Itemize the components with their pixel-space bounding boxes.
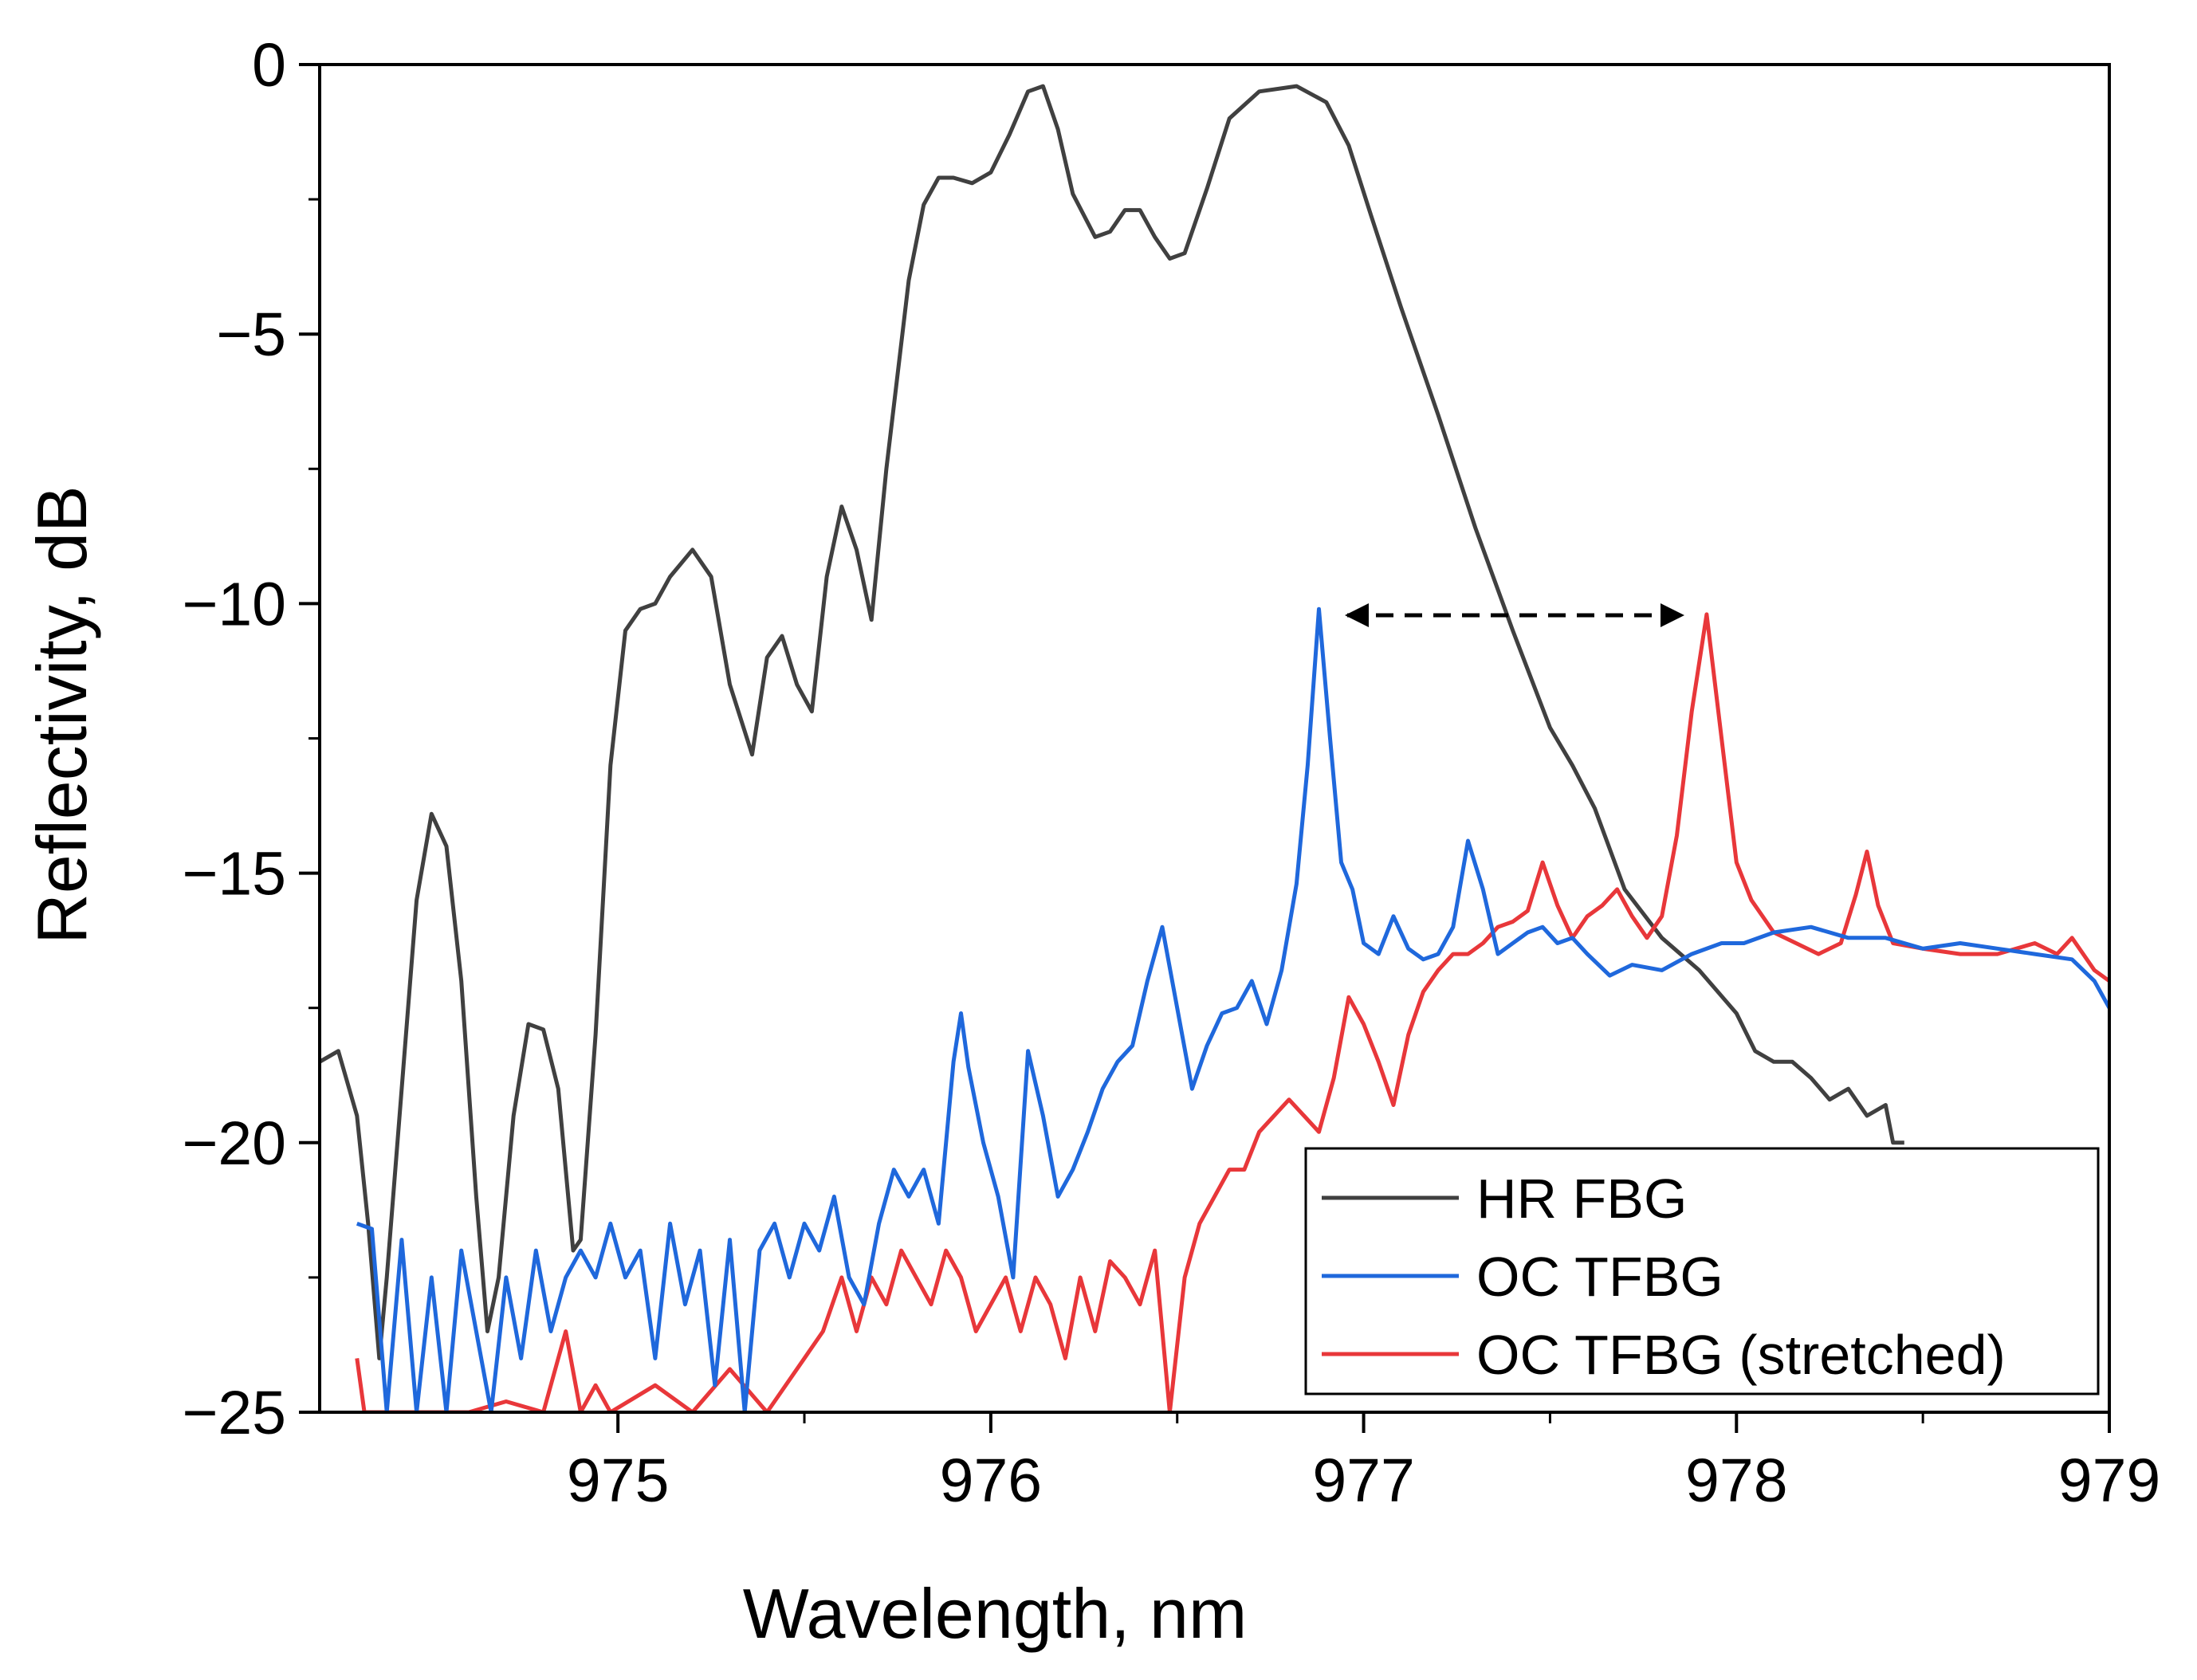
y-tick-label: −15	[182, 840, 286, 909]
legend-label: OC TFBG (stretched)	[1476, 1324, 2006, 1386]
legend-label: OC TFBG	[1476, 1246, 1723, 1308]
y-tick-label: −10	[182, 570, 286, 638]
y-axis-title: Reflectivity, dB	[22, 485, 101, 944]
x-tick-label: 979	[2058, 1446, 2160, 1515]
x-axis-title: Wavelength, nm	[743, 1574, 1248, 1653]
series-line	[356, 606, 2109, 1412]
x-tick-label: 977	[1312, 1446, 1414, 1515]
y-tick-label: 0	[252, 31, 286, 100]
x-tick-label: 976	[940, 1446, 1042, 1515]
legend: HR FBG OC TFBG (stretched) OC TFBG	[1304, 1147, 2100, 1395]
x-tick-label: 975	[567, 1446, 669, 1515]
plot-area	[320, 84, 2109, 1412]
legend-label: HR FBG	[1476, 1168, 1687, 1230]
x-tick-label: 978	[1685, 1446, 1787, 1515]
series-line	[355, 612, 2109, 1412]
y-tick-label: −5	[216, 300, 286, 369]
series-line	[320, 84, 1904, 1360]
y-tick-label: −20	[182, 1109, 286, 1178]
y-tick-label: −25	[182, 1379, 286, 1447]
